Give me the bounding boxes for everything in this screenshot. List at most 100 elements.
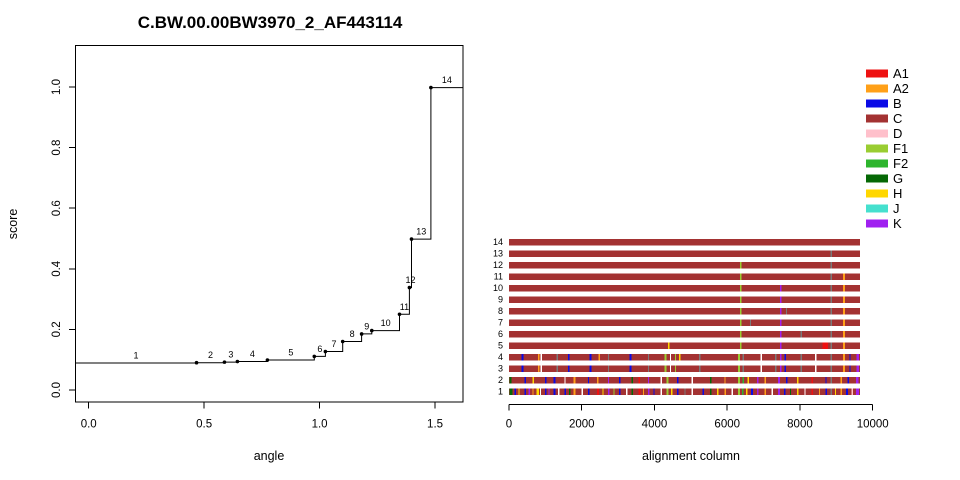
alignment-stripe-B	[618, 388, 621, 395]
alignment-stripe-F1	[613, 388, 615, 395]
x-tick-label: 2000	[569, 419, 595, 431]
alignment-stripe-white	[660, 376, 662, 384]
legend-label: A2	[893, 81, 909, 96]
row-label: 10	[493, 283, 503, 293]
alignment-stripe-gray	[775, 365, 777, 372]
alignment-stripe-K	[548, 388, 550, 395]
alignment-stripe-gray	[830, 353, 833, 361]
alignment-stripe-F1	[739, 261, 742, 269]
alignment-row-bar	[509, 261, 860, 269]
row-label: 14	[493, 237, 503, 247]
alignment-stripe-H	[679, 353, 681, 361]
alignment-stripe-gray	[647, 353, 650, 361]
data-point-dot	[312, 354, 317, 359]
alignment-row-bar	[509, 296, 860, 303]
row-label: 12	[493, 260, 503, 270]
alignment-stripe-gray	[830, 296, 833, 303]
data-point-dot	[235, 359, 240, 364]
y-tick-label: 0.2	[51, 321, 63, 337]
point-label: 1	[134, 351, 139, 361]
legend-label: D	[893, 126, 902, 141]
legend-label: F2	[893, 156, 908, 171]
legend-label: J	[893, 201, 900, 216]
alignment-stripe-B	[521, 353, 524, 361]
alignment-stripe-A2	[843, 365, 845, 372]
alignment-stripe-gray	[830, 330, 833, 338]
alignment-stripe-gray	[830, 307, 833, 315]
legend-label: K	[893, 216, 902, 231]
alignment-stripe-F1	[737, 376, 740, 384]
alignment-stripe-B	[564, 388, 566, 395]
alignment-row-bar	[509, 330, 860, 338]
alignment-stripe-H	[671, 388, 673, 395]
alignment-stripe-white	[731, 388, 733, 395]
plot-title: C.BW.00.00BW3970_2_AF443114	[138, 13, 403, 32]
data-point-dot	[194, 360, 199, 365]
alignment-stripe-A2	[843, 307, 845, 315]
alignment-stripe-F1	[664, 353, 667, 361]
alignment-stripe-B	[783, 388, 786, 395]
alignment-stripe-H	[602, 388, 604, 395]
alignment-stripe-F1	[737, 353, 741, 361]
alignment-stripe-B	[618, 376, 621, 384]
alignment-stripe-F2	[742, 376, 744, 384]
alignment-stripe-G	[709, 376, 712, 384]
point-label: 4	[250, 349, 255, 359]
alignment-stripe-H	[532, 376, 534, 384]
alignment-stripe-F1	[737, 365, 741, 372]
alignment-stripe-white	[771, 388, 773, 395]
alignment-stripe-H	[747, 376, 749, 384]
alignment-stripe-A1	[638, 376, 641, 384]
alignment-stripe-K	[856, 353, 859, 361]
alignment-stripe-B	[567, 365, 570, 372]
alignment-stripe-white	[760, 365, 763, 372]
alignment-stripe-A2	[532, 388, 534, 395]
alignment-stripe-B	[784, 353, 786, 361]
data-point-dot	[222, 360, 227, 364]
alignment-stripe-gray	[698, 353, 701, 361]
alignment-stripe-F1	[737, 388, 740, 395]
point-label: 2	[208, 350, 213, 360]
alignment-row-bar	[509, 238, 860, 246]
alignment-stripe-A1	[597, 388, 600, 395]
alignment-stripe-H	[834, 388, 837, 395]
alignment-stripe-B	[653, 388, 655, 395]
alignment-stripe-K	[647, 388, 650, 395]
alignment-stripe-K	[779, 307, 782, 315]
alignment-stripe-F1	[674, 365, 677, 372]
alignment-stripe-B	[589, 365, 592, 372]
legend-swatch-A2	[866, 84, 888, 93]
legend-swatch-F2	[866, 159, 888, 168]
alignment-stripe-F1	[739, 319, 742, 326]
alignment-stripe-gray	[698, 365, 701, 372]
alignment-stripe-gray	[800, 330, 802, 338]
alignment-stripe-white	[581, 388, 584, 395]
alignment-stripe-F1	[739, 284, 742, 292]
alignment-stripe-gray	[749, 319, 751, 326]
alignment-row-bar	[509, 353, 860, 361]
alignment-stripe-B	[702, 388, 704, 395]
alignment-stripe-K	[779, 365, 782, 372]
alignment-stripe-A2	[843, 342, 845, 349]
y-axis-title: score	[6, 209, 20, 240]
alignment-stripe-F1	[666, 388, 669, 395]
alignment-stripe-B	[784, 365, 786, 372]
alignment-stripe-A2	[538, 353, 540, 361]
alignment-stripe-white	[626, 388, 628, 395]
y-tick-label: 0.4	[51, 260, 63, 277]
alignment-stripe-H	[536, 388, 539, 395]
alignment-stripe-A2	[573, 388, 576, 395]
legend-swatch-J	[866, 204, 888, 213]
alignment-stripe-K	[779, 342, 782, 349]
data-point-dot	[397, 312, 402, 317]
alignment-stripe-K	[856, 365, 859, 372]
alignment-stripe-B	[845, 388, 848, 395]
alignment-stripe-A2	[764, 376, 766, 384]
point-label: 8	[350, 329, 355, 339]
point-label: 14	[442, 75, 452, 85]
point-label: 5	[288, 348, 293, 358]
alignment-stripe-A2	[840, 376, 842, 384]
